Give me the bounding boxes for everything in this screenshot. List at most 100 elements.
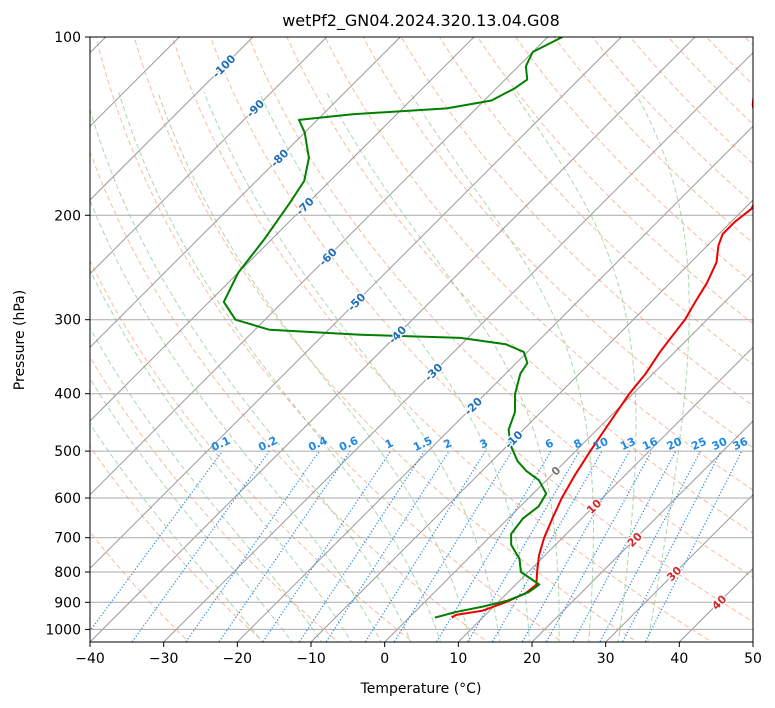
mixing-ratio-line (393, 450, 513, 642)
x-tick-label: 30 (597, 651, 615, 667)
isotherm-line (605, 493, 753, 642)
y-tick-label: 200 (54, 208, 81, 224)
dry-adiabat (362, 37, 753, 449)
mixing-ratio-line (572, 450, 677, 642)
x-tick-label: −20 (223, 651, 253, 667)
moist-adiabat (90, 269, 352, 642)
mixing-ratio-line (491, 450, 603, 642)
isotherm-line (236, 125, 753, 642)
mixing-ratio-label: 13 (618, 435, 637, 453)
dry-adiabat (286, 37, 753, 534)
mixing-ratio-line (466, 450, 580, 642)
y-tick-label: 400 (54, 387, 81, 403)
dry-adiabat (515, 37, 753, 284)
dry-adiabat (438, 37, 753, 365)
isotherm-line (90, 37, 696, 642)
dry-adiabat (90, 356, 339, 642)
moist-adiabat (513, 92, 637, 642)
moist-adiabat (326, 92, 560, 642)
mixing-ratio-line (298, 450, 425, 642)
y-tick-label: 300 (54, 313, 81, 329)
isotherm-line (752, 641, 753, 642)
x-tick-label: 40 (670, 651, 688, 667)
moist-adiabat (90, 422, 264, 642)
mixing-ratio-label: 10 (591, 435, 611, 453)
dry-adiabat (553, 37, 753, 244)
mixing-ratio-line (325, 450, 450, 642)
dry-adiabat (95, 37, 564, 642)
isotherm-line (90, 37, 549, 496)
mixing-ratio-line (262, 450, 392, 642)
dry-adiabat (591, 37, 753, 204)
dry-adiabat (324, 37, 753, 491)
y-tick-label: 1000 (45, 622, 81, 638)
chart-title: wetPf2_GN04.2024.320.13.04.G08 (282, 11, 560, 31)
moist-adiabat (634, 92, 690, 642)
mixing-ratio-line (218, 450, 351, 642)
mixing-ratio-label: 16 (640, 435, 660, 453)
x-tick-label: 0 (380, 651, 389, 667)
mixing-ratio-label: 20 (665, 435, 685, 453)
y-tick-label: 900 (54, 595, 81, 611)
dry-adiabat (90, 445, 265, 642)
mixing-ratio-line (131, 450, 270, 642)
isotherm-line (310, 199, 753, 642)
isotherm-line (90, 37, 401, 349)
isotherm-line (90, 37, 328, 275)
isotherm-label: 10 (584, 497, 604, 517)
x-tick-label: −40 (75, 651, 105, 667)
dry-adiabat (133, 37, 638, 642)
isotherm-line (90, 37, 475, 422)
moist-adiabat (157, 92, 471, 642)
isotherm-line (678, 567, 753, 642)
x-axis-label: Temperature (°C) (360, 681, 482, 697)
moist-adiabat (90, 199, 382, 642)
mixing-ratio-label: 36 (731, 435, 751, 453)
axes: −40 −30 −20 −10 0 10 20 30 40 50 100 200 300 400 500 60… (45, 30, 762, 667)
isotherm-line (531, 420, 753, 642)
mixing-ratio-line (621, 450, 722, 642)
x-tick-label: 20 (523, 651, 541, 667)
y-tick-label: 500 (54, 444, 81, 460)
temperature-profile-line (451, 92, 753, 619)
mixing-ratio-line (644, 450, 743, 642)
x-tick-label: 50 (744, 651, 762, 667)
dry-adiabat (90, 150, 489, 642)
x-tick-label: −10 (296, 651, 326, 667)
mixing-ratio-line (364, 450, 486, 642)
isotherm-line (457, 346, 753, 642)
dry-adiabat (477, 37, 753, 325)
mixing-ratio-label: 25 (689, 435, 708, 453)
y-tick-label: 100 (54, 30, 81, 46)
plot-background-lines (90, 37, 753, 642)
dry-adiabat (248, 37, 753, 578)
isotherm-line (90, 37, 622, 570)
mixing-ratio-label: 3 (478, 436, 490, 451)
y-tick-label: 700 (54, 531, 81, 547)
y-tick-label: 800 (54, 565, 81, 581)
moist-adiabat (90, 107, 412, 642)
mixing-ratio-label: 6 (543, 436, 556, 451)
dry-adiabat (706, 37, 753, 86)
mixing-ratio-line (599, 450, 702, 642)
plot-frame (89, 36, 754, 643)
x-tick-label: −30 (149, 651, 179, 667)
dry-adiabat (90, 259, 414, 642)
y-tick-label: 600 (54, 491, 81, 507)
moist-adiabat (409, 92, 594, 642)
moist-adiabat (258, 92, 530, 642)
isotherm-line (384, 272, 753, 642)
mixing-ratio-label: 2 (442, 436, 454, 451)
y-axis-label: Pressure (hPa) (12, 290, 28, 390)
mixing-ratio-line (435, 450, 552, 642)
moist-adiabat (90, 327, 323, 642)
dewpoint-profile-line (222, 37, 563, 619)
isotherm-line (90, 37, 254, 201)
moist-adiabat (118, 92, 441, 642)
x-tick-label: 10 (449, 651, 467, 667)
dry-adiabat (744, 37, 753, 47)
isotherm-label: -100 (210, 52, 239, 81)
mixing-ratio-label: 30 (710, 435, 730, 453)
moist-adiabat (90, 377, 293, 642)
